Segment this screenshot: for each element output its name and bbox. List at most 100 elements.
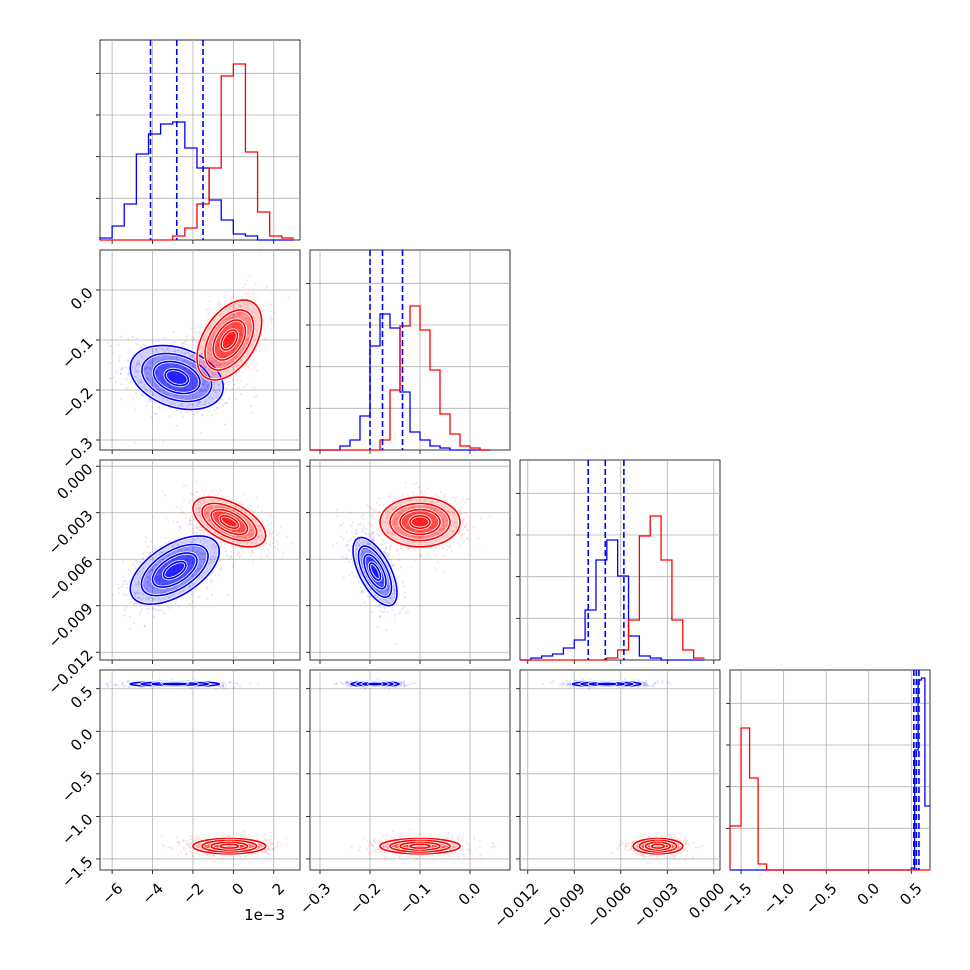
joint-panel-p1-p2-red-point (407, 540, 410, 543)
joint-panel-p0-p1-blue-point (148, 399, 151, 401)
joint-panel-p0-p1-red-point (236, 323, 239, 326)
joint-panel-p1-p2-red-point (419, 512, 422, 515)
joint-panel-p1-p2-red-point (463, 525, 466, 527)
joint-panel-p1-p2-red-point (426, 553, 429, 556)
joint-panel-p0-p1-red-point (269, 310, 272, 312)
joint-panel-p0-p2-blue-point (163, 583, 166, 586)
joint-panel-p1-p2-red-point (415, 482, 418, 485)
joint-panel-p0-p2-blue-point (139, 561, 141, 563)
joint-panel-p0-p2-red-point (184, 516, 187, 519)
joint-panel-p0-p2-blue-point (143, 624, 146, 627)
joint-panel-p0-p2-red-point (248, 532, 251, 535)
joint-panel-p1-p2-red-density-3 (410, 515, 430, 529)
joint-panel-p0-p1-blue-point (228, 398, 231, 401)
joint-panel-p0-p1-blue-point (202, 364, 205, 367)
joint-panel-p0-p3-red-point (192, 839, 195, 842)
joint-panel-p0-p3-red-point (196, 845, 199, 847)
panels-layer: −6 −4 −2 0 2 −0.3 −0.2 −0.1 0.0 −0.012−0.009−0.00… (45, 39, 931, 931)
joint-panel-p0-p2-red-point (204, 512, 207, 515)
joint-panel-p1-p2-red-point (385, 517, 388, 520)
joint-panel-p0-p1-red-point (201, 346, 204, 349)
joint-panel-p1-p2-red-point (430, 526, 433, 528)
joint-panel-p1-p2-blue-point (369, 535, 372, 538)
joint-panel-p0-p2-blue-point (162, 557, 165, 560)
joint-panel-p1-p2-red-point (406, 519, 409, 522)
joint-panel-p0-p2-red-point (198, 508, 201, 511)
joint-panel-p0-p2-red-point (188, 520, 191, 522)
joint-panel-p0-p2-blue-point (156, 588, 159, 591)
joint-panel-p0-p1-blue-point (165, 337, 168, 340)
joint-panel-p1-p2-blue-point (385, 600, 388, 603)
joint-panel-p0-p1-blue-point (153, 393, 156, 396)
joint-panel-p0-p1-red-point (252, 367, 255, 370)
joint-panel-p1-p2-red-point (410, 507, 413, 510)
joint-panel-p0-p1-red-point (230, 350, 233, 353)
joint-panel-p1-p2-red-point (453, 514, 456, 517)
joint-panel-p0-p1-blue-point (183, 390, 185, 392)
joint-panel-p0-p2-blue-point (139, 592, 142, 595)
joint-panel-p1-p2-blue-point (331, 544, 334, 547)
joint-panel-p0-p2-red-point (185, 524, 188, 527)
joint-panel-p0-p1-blue-point (146, 377, 148, 379)
joint-panel-p0-p1-red-point (227, 381, 230, 384)
joint-panel-p0-p2-red-point (189, 519, 192, 522)
joint-panel-p0-p2-blue-point (146, 545, 149, 548)
joint-panel-p0-p2-blue-point (150, 569, 153, 572)
joint-panel-p0-p2-blue-point (187, 561, 190, 563)
joint-panel-p0-p2-red-point (201, 489, 204, 491)
joint-panel-p0-p2-blue-point (160, 576, 163, 579)
joint-panel-p1-p2-red-point (406, 515, 409, 518)
joint-panel-p0-p2-red-contour-0 (192, 496, 267, 548)
joint-panel-p0-p1-red-point (209, 348, 212, 351)
joint-panel-p0-p1-blue-point (238, 374, 241, 377)
joint-panel-p0-p2-blue-point (158, 570, 161, 573)
joint-panel-p0-p2-red-point (239, 554, 242, 557)
joint-panel-p0-p2-red-point (254, 542, 257, 545)
joint-panel-p0-p1-red-point (246, 325, 249, 328)
joint-panel-p1-p2-red-point (447, 545, 450, 548)
joint-panel-p1-p2-red-point (389, 544, 392, 547)
joint-panel-p0-p2-blue-point (177, 549, 180, 552)
joint-panel-p0-p2-blue-point (219, 568, 222, 571)
joint-panel-p0-p2-blue-point (185, 549, 188, 552)
joint-panel-p0-p1-blue-point (207, 402, 210, 404)
joint-panel-p0-p1-red-point (181, 345, 183, 348)
joint-panel-p0-p2-blue-point (191, 562, 194, 565)
joint-panel-p0-p2-blue-point (203, 558, 206, 561)
joint-panel-p1-p2-red-point (336, 542, 338, 545)
joint-panel-p0-p1-blue-point (128, 349, 131, 352)
joint-panel-p0-p1-red-point (213, 389, 216, 392)
joint-panel-p1-p2-red-point (478, 550, 481, 553)
joint-panel-p0-p1-blue-point (155, 371, 158, 374)
joint-panel-p1-p2-blue-point (362, 513, 365, 516)
joint-panel-p0-p2-blue-point (185, 570, 188, 573)
joint-panel-p0-p2-blue-point (218, 541, 221, 544)
joint-panel-p0-p1-blue-point (139, 381, 142, 384)
joint-panel-p1-p2 (306, 459, 511, 664)
joint-panel-p0-p2-blue-point (165, 588, 168, 591)
joint-panel-p1-p2-red-point (439, 528, 442, 531)
joint-panel-p0-p2-red-point (261, 534, 264, 537)
joint-panel-p0-p2-red-point (172, 520, 175, 523)
joint-panel-p0-p3-blue-point (222, 687, 225, 690)
joint-panel-p0-p1-blue-point (120, 398, 123, 401)
joint-panel-p0-p2-blue-point (212, 555, 215, 558)
joint-panel-p0-p1-blue-point (145, 388, 147, 391)
joint-panel-p1-p2-red-point (408, 514, 411, 517)
joint-panel-p1-p2-blue-point (342, 576, 345, 579)
joint-panel-p1-p2-red-point (426, 529, 429, 532)
joint-panel-p1-p2-blue-point (355, 551, 358, 554)
joint-panel-p1-p2-blue-point (383, 610, 386, 613)
joint-panel-p0-p2-blue-point (187, 563, 190, 566)
joint-panel-p0-p1-red-point (247, 330, 250, 333)
joint-panel-p0-p1-red-point (222, 355, 225, 357)
joint-panel-p0-p1-blue-point (175, 395, 177, 398)
joint-panel-p1-p2-blue-point (372, 559, 375, 561)
joint-panel-p0-p2-blue-point (137, 585, 140, 588)
joint-panel-p0-p1-blue-point (203, 403, 206, 406)
joint-panel-p0-p2-red-point (223, 532, 226, 534)
joint-panel-p0-p2-blue-point (168, 606, 171, 609)
joint-panel-p0-p1-blue-point (138, 360, 141, 363)
joint-panel-p0-p3-blue-point (222, 680, 225, 683)
joint-panel-p0-p1-red-point (254, 283, 257, 286)
